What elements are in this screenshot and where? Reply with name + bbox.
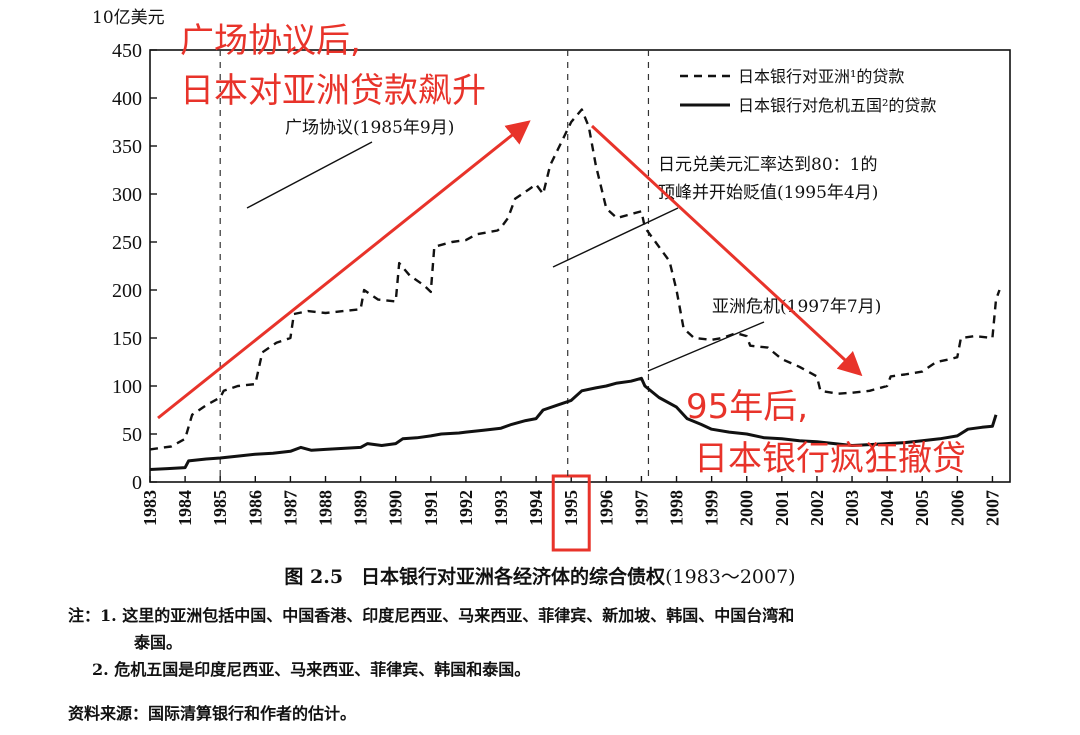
series-line-1 bbox=[149, 376, 998, 471]
leader-plaza bbox=[246, 141, 373, 209]
annotation-plaza: 广场协议(1985年9月) bbox=[285, 118, 454, 138]
x-tick-label-1989: 1989 bbox=[351, 490, 371, 526]
y-tick-label-50: 50 bbox=[122, 424, 142, 446]
x-tick-label-2007: 2007 bbox=[982, 490, 1002, 526]
y-tick-label-100: 100 bbox=[112, 376, 142, 398]
x-tick-label-2001: 2001 bbox=[772, 490, 792, 526]
y-tick-label-450: 450 bbox=[112, 40, 142, 62]
y-tick-label-250: 250 bbox=[112, 232, 142, 254]
red-arrow-up bbox=[157, 120, 531, 420]
legend-label-0: 日本银行对亚洲¹的贷款 bbox=[738, 67, 904, 86]
y-tick-label-300: 300 bbox=[112, 184, 142, 206]
red-text-top-1: 广场协议后, bbox=[180, 21, 361, 61]
chart-axes: 0 50 100 150 200 250 300 350 400 450 10亿美元 1983 1984… bbox=[92, 8, 1011, 552]
y-tick-label-150: 150 bbox=[112, 328, 142, 350]
x-tick-label-1985: 1985 bbox=[210, 490, 230, 526]
red-text-bottom-1: 95年后, bbox=[686, 387, 808, 427]
x-tick-label-2002: 2002 bbox=[807, 490, 827, 526]
red-overlay: 广场协议后, 日本对亚洲贷款飙升 95年后, 日本银行疯狂撤贷 bbox=[157, 21, 966, 479]
chart-series bbox=[149, 108, 1001, 471]
legend-label-1: 日本银行对危机五国²的贷款 bbox=[738, 96, 936, 115]
y-tick-label-350: 350 bbox=[112, 136, 142, 158]
x-tick-label-2005: 2005 bbox=[912, 490, 932, 526]
annotation-asia-crisis: 亚洲危机(1997年7月) bbox=[712, 297, 881, 317]
x-tick-label-1999: 1999 bbox=[702, 490, 722, 526]
note-2: 2. 危机五国是印度尼西亚、马来西亚、菲律宾、韩国和泰国。 bbox=[92, 660, 531, 679]
x-tick-label-1988: 1988 bbox=[316, 490, 336, 526]
x-tick-label-2003: 2003 bbox=[842, 490, 862, 526]
annotation-yen-1: 日元兑美元汇率达到80：1的 bbox=[658, 155, 877, 175]
red-text-top-2: 日本对亚洲贷款飙升 bbox=[180, 71, 486, 111]
x-tick-label-2006: 2006 bbox=[947, 490, 967, 526]
x-tick-label-1984: 1984 bbox=[175, 490, 195, 526]
x-tick-label-1998: 1998 bbox=[667, 490, 687, 526]
figure-range: (1983～2007) bbox=[665, 566, 796, 588]
series-line-0 bbox=[149, 108, 1001, 451]
x-tick-label-1995: 1995 bbox=[561, 490, 581, 526]
y-tick-label-0: 0 bbox=[132, 472, 142, 494]
x-tick-label-2000: 2000 bbox=[737, 490, 757, 526]
note-1-cont: 泰国。 bbox=[134, 633, 183, 652]
x-tick-label-1993: 1993 bbox=[491, 490, 511, 526]
plot-frame bbox=[149, 49, 1011, 483]
red-arrow-down bbox=[590, 124, 863, 377]
red-text-bottom-2: 日本银行疯狂撤贷 bbox=[694, 439, 966, 479]
leader-asia-crisis bbox=[647, 321, 765, 372]
x-tick-label-1992: 1992 bbox=[456, 490, 476, 526]
x-tick-label-1986: 1986 bbox=[245, 490, 265, 526]
x-tick-label-1991: 1991 bbox=[421, 490, 441, 526]
x-tick-label-1983: 1983 bbox=[140, 490, 160, 526]
x-tick-label-1996: 1996 bbox=[596, 490, 616, 526]
leader-yen bbox=[552, 207, 679, 268]
x-tick-label-1994: 1994 bbox=[526, 490, 546, 526]
figure-source: 资料来源：国际清算银行和作者的估计。 bbox=[68, 704, 357, 723]
y-unit-label: 10亿美元 bbox=[92, 8, 165, 28]
figure-title: 日本银行对亚洲各经济体的综合债权 bbox=[361, 566, 666, 588]
loan-chart: 0 50 100 150 200 250 300 350 400 450 10亿美元 1983 1984… bbox=[92, 8, 1011, 552]
highlight-box-1995 bbox=[551, 474, 591, 552]
note-1: 注：1. 这里的亚洲包括中国、中国香港、印度尼西亚、马来西亚、菲律宾、新加坡、韩… bbox=[68, 606, 795, 625]
annotation-yen-2: 顶峰并开始贬值(1995年4月) bbox=[658, 183, 878, 203]
figure-caption: 图 2.5 日本银行对亚洲各经济体的综合债权(1983～2007) bbox=[0, 560, 1080, 600]
x-tick-label-1987: 1987 bbox=[280, 490, 300, 526]
y-tick-label-200: 200 bbox=[112, 280, 142, 302]
figure-number: 图 2.5 bbox=[284, 566, 344, 588]
x-tick-label-1997: 1997 bbox=[631, 490, 651, 526]
x-tick-label-2004: 2004 bbox=[877, 490, 897, 526]
figure-notes: 注：1. 这里的亚洲包括中国、中国香港、印度尼西亚、马来西亚、菲律宾、新加坡、韩… bbox=[68, 602, 1068, 683]
x-tick-label-1990: 1990 bbox=[386, 490, 406, 526]
y-tick-label-400: 400 bbox=[112, 88, 142, 110]
